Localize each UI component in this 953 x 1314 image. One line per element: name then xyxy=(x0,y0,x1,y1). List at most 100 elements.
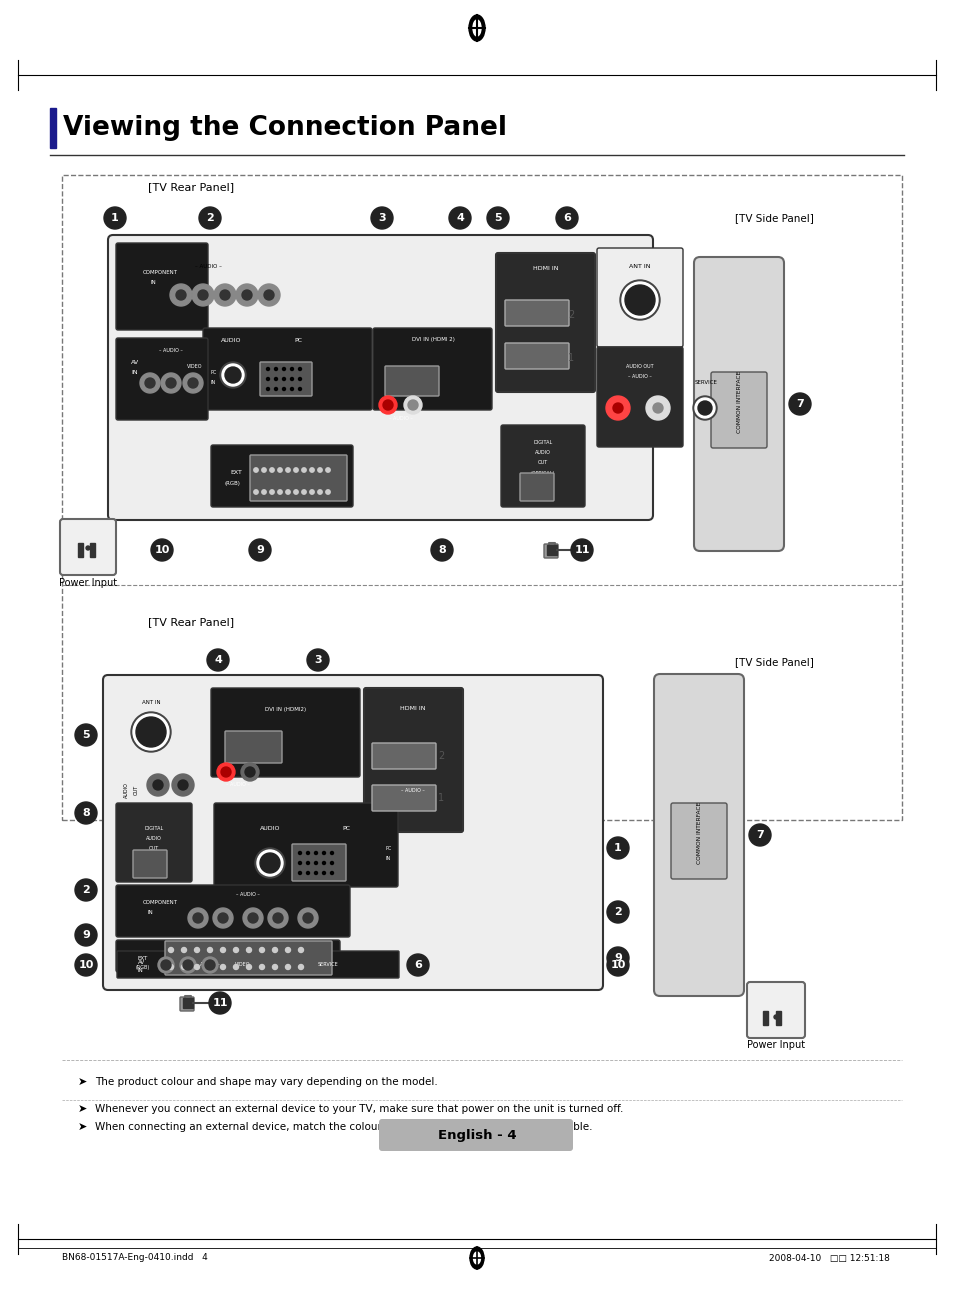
Circle shape xyxy=(207,649,229,671)
Circle shape xyxy=(75,802,97,824)
Circle shape xyxy=(291,368,294,371)
Circle shape xyxy=(132,714,169,750)
FancyBboxPatch shape xyxy=(213,803,397,887)
Circle shape xyxy=(298,851,301,854)
FancyBboxPatch shape xyxy=(500,424,584,507)
Circle shape xyxy=(788,393,810,415)
Text: DIGITAL: DIGITAL xyxy=(144,825,164,830)
Text: 8: 8 xyxy=(437,545,445,555)
Circle shape xyxy=(486,208,509,229)
Circle shape xyxy=(282,388,285,390)
Text: AUDIO: AUDIO xyxy=(123,782,129,798)
Circle shape xyxy=(202,957,218,972)
Circle shape xyxy=(298,377,301,381)
Circle shape xyxy=(178,781,188,790)
Text: COMPONENT: COMPONENT xyxy=(143,269,178,275)
Text: 7: 7 xyxy=(756,830,763,840)
Circle shape xyxy=(208,964,213,970)
Text: The product colour and shape may vary depending on the model.: The product colour and shape may vary de… xyxy=(95,1077,437,1087)
Text: 1: 1 xyxy=(614,844,621,853)
Text: [TV Rear Panel]: [TV Rear Panel] xyxy=(148,183,233,192)
Circle shape xyxy=(449,208,471,229)
FancyBboxPatch shape xyxy=(116,886,350,937)
Circle shape xyxy=(322,862,325,865)
Circle shape xyxy=(253,468,258,472)
Circle shape xyxy=(170,284,192,306)
Circle shape xyxy=(158,957,173,972)
Text: AUDIO: AUDIO xyxy=(146,836,162,841)
Text: COMPONENT: COMPONENT xyxy=(143,900,178,904)
FancyBboxPatch shape xyxy=(504,343,568,369)
Circle shape xyxy=(274,388,277,390)
Circle shape xyxy=(220,964,225,970)
FancyBboxPatch shape xyxy=(693,258,783,551)
Circle shape xyxy=(314,862,317,865)
Text: Power Input: Power Input xyxy=(59,578,117,587)
Circle shape xyxy=(233,964,238,970)
Text: – AUDIO –: – AUDIO – xyxy=(627,374,651,380)
Text: COMMON INTERFACE: COMMON INTERFACE xyxy=(737,371,741,434)
Circle shape xyxy=(310,468,314,472)
Circle shape xyxy=(104,208,126,229)
FancyBboxPatch shape xyxy=(372,742,436,769)
FancyBboxPatch shape xyxy=(364,689,462,832)
Circle shape xyxy=(431,539,453,561)
Circle shape xyxy=(613,403,622,413)
Text: IN: IN xyxy=(131,371,137,376)
Circle shape xyxy=(183,961,193,970)
Text: 3: 3 xyxy=(377,213,385,223)
Circle shape xyxy=(188,378,198,388)
Circle shape xyxy=(282,368,285,371)
Circle shape xyxy=(606,947,628,968)
Circle shape xyxy=(199,208,221,229)
Text: OUT: OUT xyxy=(149,845,159,850)
Circle shape xyxy=(314,851,317,854)
Circle shape xyxy=(298,368,301,371)
FancyBboxPatch shape xyxy=(597,248,682,347)
Text: English - 4: English - 4 xyxy=(437,1129,516,1142)
Circle shape xyxy=(243,908,263,928)
Text: AUDIO: AUDIO xyxy=(259,825,280,830)
FancyBboxPatch shape xyxy=(211,445,353,507)
Text: DVI IN (HDMI 2): DVI IN (HDMI 2) xyxy=(411,338,454,343)
Text: 5: 5 xyxy=(494,213,501,223)
FancyBboxPatch shape xyxy=(260,361,312,396)
FancyBboxPatch shape xyxy=(250,455,347,501)
FancyBboxPatch shape xyxy=(116,338,208,420)
Text: SERVICE: SERVICE xyxy=(317,962,338,967)
Circle shape xyxy=(301,468,306,472)
Text: Viewing the Connection Panel: Viewing the Connection Panel xyxy=(63,116,506,141)
Circle shape xyxy=(268,908,288,928)
Circle shape xyxy=(310,490,314,494)
Circle shape xyxy=(330,851,334,854)
Text: 10: 10 xyxy=(610,961,625,970)
FancyBboxPatch shape xyxy=(372,784,436,811)
Text: 1: 1 xyxy=(437,794,444,803)
Circle shape xyxy=(220,361,246,388)
FancyBboxPatch shape xyxy=(597,347,682,447)
Text: 4: 4 xyxy=(456,213,463,223)
Text: 2: 2 xyxy=(206,213,213,223)
Text: ANT IN: ANT IN xyxy=(629,264,650,269)
Circle shape xyxy=(277,468,282,472)
Text: SERVICE: SERVICE xyxy=(695,381,717,385)
Text: ANT IN: ANT IN xyxy=(142,699,160,704)
Circle shape xyxy=(407,954,429,976)
Circle shape xyxy=(285,964,291,970)
Circle shape xyxy=(260,853,280,872)
Circle shape xyxy=(408,399,417,410)
Circle shape xyxy=(75,724,97,746)
Circle shape xyxy=(294,490,298,494)
FancyBboxPatch shape xyxy=(211,689,359,777)
Text: AUDIO: AUDIO xyxy=(535,451,551,456)
Circle shape xyxy=(172,774,193,796)
Text: (OPTICAL): (OPTICAL) xyxy=(530,470,555,476)
FancyBboxPatch shape xyxy=(654,674,743,996)
Circle shape xyxy=(131,712,171,752)
Bar xyxy=(762,1010,767,1025)
FancyBboxPatch shape xyxy=(504,300,568,326)
Text: 4: 4 xyxy=(213,654,222,665)
Circle shape xyxy=(298,871,301,875)
Circle shape xyxy=(188,908,208,928)
Circle shape xyxy=(213,284,235,306)
